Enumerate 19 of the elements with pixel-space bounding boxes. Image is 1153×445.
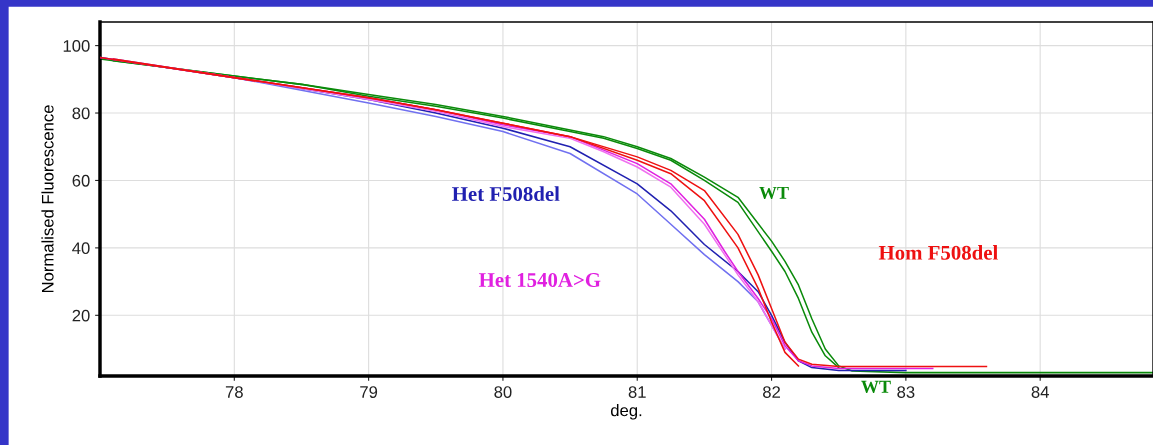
text: Hom F508del <box>878 245 998 260</box>
y-tick-label: 20 <box>72 309 90 322</box>
text: Het 1540A>G <box>478 272 601 288</box>
x-tick-label: 84 <box>1031 386 1049 398</box>
x-tick-label: 82 <box>763 386 780 398</box>
x-axis-title: deg. <box>610 404 642 420</box>
y-axis-title: Normalised Fluorescence <box>41 105 54 293</box>
y-tick-label: 100 <box>63 40 90 52</box>
x-tick-label: 83 <box>897 386 915 398</box>
series-label: Het F508del <box>452 186 560 202</box>
y-tick-label: 40 <box>72 242 90 255</box>
y-tick-label: 60 <box>72 174 90 187</box>
x-tick-label: 81 <box>628 386 646 398</box>
y-tick-label: 80 <box>72 107 90 120</box>
series-label: WT <box>861 380 891 393</box>
series-label: WT <box>759 186 789 199</box>
x-tick-label: 79 <box>360 386 378 398</box>
x-tick-label: 78 <box>225 386 243 398</box>
x-tick-label: 80 <box>494 386 512 398</box>
